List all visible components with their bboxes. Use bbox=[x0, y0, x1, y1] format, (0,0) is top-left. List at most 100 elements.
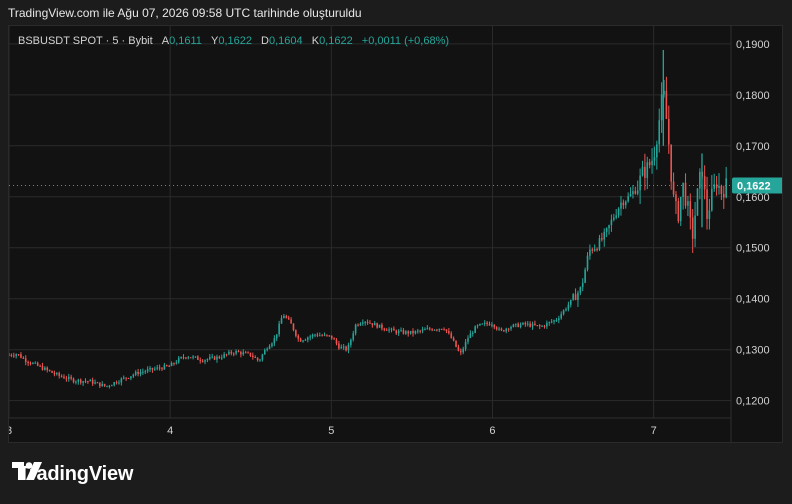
x-tick-label: 5 bbox=[328, 425, 334, 437]
candle-body bbox=[589, 249, 591, 256]
candle-body bbox=[154, 368, 156, 370]
candle-body bbox=[526, 323, 529, 325]
candle-body bbox=[46, 367, 49, 370]
candle-body bbox=[249, 352, 252, 356]
candle-body bbox=[675, 194, 677, 202]
candle-body bbox=[431, 329, 433, 331]
candle-body bbox=[615, 215, 617, 218]
candle-body bbox=[106, 385, 108, 387]
candle-body bbox=[314, 334, 316, 336]
candle-body bbox=[182, 357, 185, 359]
candle-body bbox=[624, 201, 627, 206]
x-tick-label: 6 bbox=[489, 425, 495, 437]
candle-body bbox=[247, 352, 249, 354]
candle-body bbox=[252, 355, 254, 358]
candle-body bbox=[163, 365, 166, 370]
candle-body bbox=[708, 210, 711, 219]
candle-body bbox=[452, 338, 455, 341]
candle-body bbox=[684, 182, 687, 206]
last-price-label: 0,1622 bbox=[737, 181, 771, 193]
candle-body bbox=[287, 317, 290, 320]
candle-body bbox=[17, 354, 20, 356]
candle-body bbox=[120, 378, 123, 383]
candle-body bbox=[479, 323, 481, 326]
candle-body bbox=[125, 377, 127, 379]
candle-body bbox=[110, 385, 113, 387]
candle-body bbox=[419, 330, 421, 332]
candle-body bbox=[443, 329, 445, 331]
y-tick-label: 0,1200 bbox=[736, 396, 770, 408]
candle-body bbox=[574, 294, 577, 301]
candle-body bbox=[543, 325, 546, 327]
candle-body bbox=[168, 365, 170, 367]
candle-body bbox=[579, 287, 582, 293]
candle-body bbox=[330, 335, 333, 339]
candle-body bbox=[311, 334, 314, 337]
candle-body bbox=[263, 350, 266, 355]
candle-body bbox=[538, 325, 541, 327]
candle-body bbox=[467, 338, 469, 342]
candle-body bbox=[593, 249, 596, 251]
candle-body bbox=[225, 354, 228, 356]
candle-body bbox=[237, 351, 240, 353]
candle-body bbox=[70, 376, 72, 379]
candle-body bbox=[326, 334, 328, 336]
candle-body bbox=[713, 184, 716, 189]
candle-body bbox=[565, 308, 567, 311]
candle-body bbox=[65, 378, 68, 380]
price-chart[interactable]: 0,1200 0,1300 0,1400 0,1500 0,1600 0,1700 0,18… bbox=[9, 26, 783, 443]
candle-body bbox=[89, 379, 92, 382]
candle-body bbox=[546, 323, 548, 327]
candle-body bbox=[718, 185, 720, 189]
y-tick-label: 0,1800 bbox=[736, 90, 770, 102]
candle-body bbox=[670, 144, 672, 182]
candle-body bbox=[273, 338, 276, 344]
candle-body bbox=[271, 343, 273, 347]
candle-body bbox=[577, 292, 579, 301]
candle-body bbox=[338, 343, 340, 349]
candle-body bbox=[285, 315, 288, 318]
candle-body bbox=[383, 328, 386, 330]
candle-body bbox=[440, 328, 443, 330]
candle-body bbox=[364, 321, 366, 323]
chart-pane[interactable]: 0,1200 0,1300 0,1400 0,1500 0,1600 0,1700 0,18… bbox=[8, 25, 783, 443]
candle-body bbox=[139, 372, 142, 375]
candle-body bbox=[553, 320, 555, 322]
candle-body bbox=[402, 330, 405, 334]
candle-body bbox=[357, 324, 359, 326]
candle-body bbox=[627, 196, 629, 202]
candle-body bbox=[651, 160, 653, 166]
candle-body bbox=[347, 344, 350, 351]
candle-body bbox=[9, 354, 10, 356]
candle-body bbox=[223, 354, 225, 358]
candle-body bbox=[36, 362, 39, 366]
candle-body bbox=[373, 323, 376, 326]
candle-body bbox=[474, 326, 476, 333]
candle-body bbox=[617, 208, 620, 216]
candle-body bbox=[385, 329, 388, 331]
y-tick-label: 0,1700 bbox=[736, 141, 770, 153]
candle-body bbox=[706, 189, 708, 219]
brand-footer: TradingView bbox=[12, 461, 133, 487]
candle-body bbox=[359, 323, 362, 326]
candle-body bbox=[173, 363, 175, 365]
candle-body bbox=[629, 194, 632, 197]
candle-body bbox=[158, 367, 161, 369]
brand-name: TradingView bbox=[18, 462, 134, 485]
candle-body bbox=[620, 202, 622, 209]
candle-body bbox=[691, 217, 694, 239]
candle-body bbox=[397, 330, 400, 334]
candle-body bbox=[340, 346, 343, 349]
candle-body bbox=[142, 371, 144, 373]
candle-body bbox=[486, 322, 488, 324]
candle-body bbox=[656, 144, 658, 158]
candle-body bbox=[503, 330, 505, 332]
symbol-label[interactable]: BSBUSDT SPOT · 5 · Bybit bbox=[18, 35, 153, 47]
candle-body bbox=[407, 331, 410, 334]
candle-body bbox=[510, 326, 512, 329]
candle-body bbox=[118, 382, 120, 384]
candle-body bbox=[307, 337, 309, 340]
open-value: 0,1611 bbox=[169, 35, 202, 47]
candle-body bbox=[572, 294, 574, 300]
candle-body bbox=[309, 336, 312, 338]
